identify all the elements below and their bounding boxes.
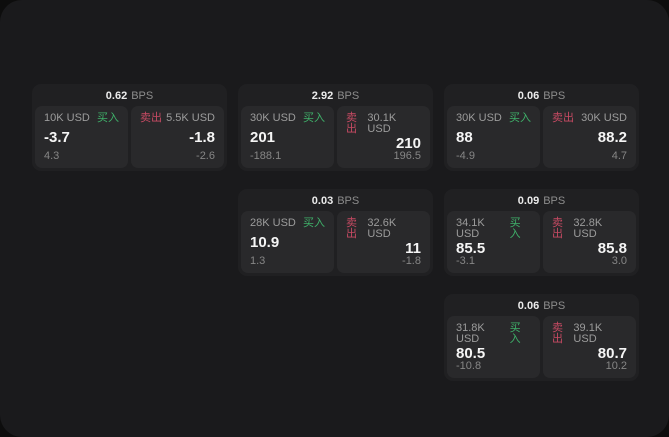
buy-price: 201: [250, 129, 276, 146]
bps-value: 0.03: [311, 195, 334, 207]
sell-panel[interactable]: 卖出 39.1K USD 80.7 10.2: [543, 316, 636, 378]
quote-cards-grid: 0.62 BPS 10K USD 买入 -3.7 4.3 卖出 5.5K USD: [32, 84, 639, 381]
sell-side-label: 卖出: [552, 322, 563, 345]
sell-side-label: 卖出: [552, 112, 574, 124]
sell-price: 80.7: [597, 344, 627, 362]
sell-price: 210: [395, 134, 421, 152]
quote-panels: 28K USD 买入 10.9 1.3 卖出 32.6K USD 11 -1.8: [241, 211, 430, 273]
bps-header: 0.62 BPS: [35, 87, 224, 106]
sell-side-label: 卖出: [346, 112, 357, 135]
quote-card-2: 2.92 BPS 30K USD 买入 201 -188.1 卖出 30.1K …: [238, 84, 433, 171]
quote-panels: 30K USD 买入 88 -4.9 卖出 30K USD 88.2 4.7: [447, 106, 636, 168]
bps-value: 2.92: [311, 90, 334, 102]
sell-panel[interactable]: 卖出 5.5K USD -1.8 -2.6: [131, 106, 224, 168]
buy-panel[interactable]: 34.1K USD 买入 85.5 -3.1: [447, 211, 540, 273]
buy-panel[interactable]: 28K USD 买入 10.9 1.3: [241, 211, 334, 273]
quote-panels: 30K USD 买入 201 -188.1 卖出 30.1K USD 210 1…: [241, 106, 430, 168]
bps-unit: BPS: [543, 300, 566, 312]
buy-panel[interactable]: 10K USD 买入 -3.7 4.3: [35, 106, 128, 168]
sell-delta: 196.5: [393, 150, 421, 162]
buy-price: 80.5: [456, 344, 486, 362]
buy-amount: 30K USD: [250, 112, 296, 124]
buy-side-label: 买入: [509, 112, 531, 124]
buy-panel[interactable]: 31.8K USD 买入 80.5 -10.8: [447, 316, 540, 378]
quote-panels: 10K USD 买入 -3.7 4.3 卖出 5.5K USD -1.8 -2.…: [35, 106, 224, 168]
bps-header: 0.09 BPS: [447, 192, 636, 211]
quote-card-6: 0.06 BPS 31.8K USD 买入 80.5 -10.8 卖出 39.1…: [444, 294, 639, 381]
buy-side-label: 买入: [303, 112, 325, 124]
sell-delta: 10.2: [605, 360, 627, 372]
sell-panel[interactable]: 卖出 30.1K USD 210 196.5: [337, 106, 430, 168]
sell-price: 11: [405, 239, 421, 257]
bps-header: 0.03 BPS: [241, 192, 430, 211]
bps-unit: BPS: [543, 195, 566, 207]
buy-delta: -4.9: [456, 150, 475, 162]
sell-amount: 39.1K USD: [573, 322, 603, 345]
sell-amount: 32.8K USD: [573, 217, 603, 240]
sell-amount: 30K USD: [581, 112, 627, 124]
buy-delta: -3.1: [456, 255, 475, 267]
sell-price: -1.8: [189, 129, 215, 146]
buy-side-label: 买入: [303, 217, 325, 229]
bps-unit: BPS: [131, 90, 154, 102]
buy-side-label: 买入: [509, 217, 521, 240]
buy-price: -3.7: [44, 129, 70, 146]
bps-value: 0.06: [517, 300, 540, 312]
sell-amount: 32.6K USD: [367, 217, 397, 240]
sell-side-label: 卖出: [140, 112, 162, 124]
quote-panels: 34.1K USD 买入 85.5 -3.1 卖出 32.8K USD 85.8…: [447, 211, 636, 273]
bps-unit: BPS: [337, 195, 360, 207]
sell-price: 88.2: [597, 129, 627, 146]
sell-side-label: 卖出: [346, 217, 357, 240]
bps-header: 2.92 BPS: [241, 87, 430, 106]
buy-price: 88: [456, 129, 473, 146]
sell-price: 85.8: [597, 239, 627, 257]
sell-panel[interactable]: 卖出 30K USD 88.2 4.7: [543, 106, 636, 168]
buy-amount: 10K USD: [44, 112, 90, 124]
bps-value: 0.09: [517, 195, 540, 207]
buy-price: 85.5: [456, 239, 486, 257]
quote-card-3: 0.06 BPS 30K USD 买入 88 -4.9 卖出 30K USD: [444, 84, 639, 171]
bps-unit: BPS: [543, 90, 566, 102]
sell-delta: 4.7: [611, 150, 627, 162]
buy-amount: 30K USD: [456, 112, 502, 124]
buy-delta: -10.8: [456, 360, 482, 372]
sell-panel[interactable]: 卖出 32.6K USD 11 -1.8: [337, 211, 430, 273]
buy-side-label: 买入: [509, 322, 521, 345]
quote-card-1: 0.62 BPS 10K USD 买入 -3.7 4.3 卖出 5.5K USD: [32, 84, 227, 171]
sell-delta: -2.6: [196, 150, 215, 162]
bps-unit: BPS: [337, 90, 360, 102]
buy-panel[interactable]: 30K USD 买入 201 -188.1: [241, 106, 334, 168]
buy-amount: 31.8K USD: [456, 322, 485, 345]
sell-amount: 30.1K USD: [367, 112, 397, 135]
bps-value: 0.62: [105, 90, 128, 102]
quote-card-4: 0.03 BPS 28K USD 买入 10.9 1.3 卖出 32.6K US…: [238, 189, 433, 276]
sell-delta: -1.8: [402, 255, 421, 267]
sell-amount: 5.5K USD: [166, 112, 215, 124]
buy-amount: 28K USD: [250, 217, 296, 229]
buy-amount: 34.1K USD: [456, 217, 485, 240]
buy-side-label: 买入: [97, 112, 119, 124]
buy-delta: 1.3: [250, 255, 266, 267]
sell-delta: 3.0: [611, 255, 627, 267]
sell-side-label: 卖出: [552, 217, 563, 240]
buy-delta: 4.3: [44, 150, 60, 162]
bps-header: 0.06 BPS: [447, 297, 636, 316]
buy-delta: -188.1: [250, 150, 282, 162]
quote-card-5: 0.09 BPS 34.1K USD 买入 85.5 -3.1 卖出 32.8K…: [444, 189, 639, 276]
bps-value: 0.06: [517, 90, 540, 102]
sell-panel[interactable]: 卖出 32.8K USD 85.8 3.0: [543, 211, 636, 273]
quote-panels: 31.8K USD 买入 80.5 -10.8 卖出 39.1K USD 80.…: [447, 316, 636, 378]
buy-price: 10.9: [250, 234, 280, 251]
buy-panel[interactable]: 30K USD 买入 88 -4.9: [447, 106, 540, 168]
bps-header: 0.06 BPS: [447, 87, 636, 106]
